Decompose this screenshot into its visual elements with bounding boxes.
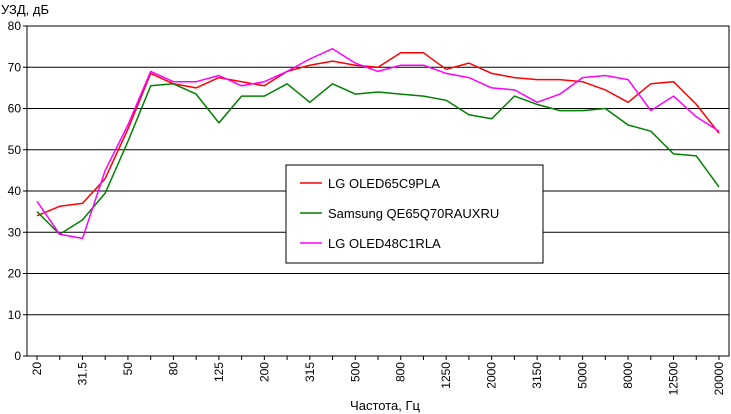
y-tick-label: 50 bbox=[8, 143, 22, 157]
y-tick-label: 80 bbox=[8, 19, 22, 33]
x-tick-label: 3150 bbox=[530, 362, 544, 389]
x-tick-label: 50 bbox=[121, 362, 135, 376]
y-axis-title: УЗД, дБ bbox=[1, 2, 49, 17]
legend-box bbox=[285, 164, 544, 264]
x-tick-label: 31.5 bbox=[75, 362, 89, 386]
x-tick-label: 500 bbox=[348, 362, 362, 382]
x-tick-label: 1250 bbox=[439, 362, 453, 389]
x-tick-label: 5000 bbox=[576, 362, 590, 389]
y-tick-label: 10 bbox=[8, 308, 22, 322]
x-tick-label: 200 bbox=[257, 362, 271, 382]
y-axis-ticks: 0 10 20 30 40 50 60 70 80 bbox=[8, 19, 27, 363]
x-axis-title: Частота, Гц bbox=[350, 398, 420, 413]
y-tick-label: 30 bbox=[8, 225, 22, 239]
x-tick-label: 8000 bbox=[621, 362, 635, 389]
x-tick-label: 80 bbox=[166, 362, 180, 376]
y-tick-label: 70 bbox=[8, 60, 22, 74]
x-tick-label: 2000 bbox=[485, 362, 499, 389]
y-tick-label: 0 bbox=[14, 349, 21, 363]
x-tick-label: 800 bbox=[394, 362, 408, 382]
series-line-2 bbox=[36, 83, 720, 236]
series-lines bbox=[36, 47, 720, 240]
x-tick-label: 20000 bbox=[712, 362, 726, 396]
y-tick-label: 40 bbox=[8, 184, 22, 198]
legend: LG OLED65C9PLA Samsung QE65Q70RAUXRU LG OL… bbox=[285, 164, 544, 264]
x-tick-label: 12500 bbox=[667, 362, 681, 396]
legend-label: LG OLED65C9PLA bbox=[328, 176, 440, 191]
legend-label: LG OLED48C1RLA bbox=[328, 236, 441, 251]
series-line-1 bbox=[36, 52, 720, 217]
x-tick-label: 315 bbox=[303, 362, 317, 382]
gridlines bbox=[27, 66, 729, 316]
y-tick-label: 20 bbox=[8, 267, 22, 281]
legend-label: Samsung QE65Q70RAUXRU bbox=[328, 206, 499, 221]
x-tick-label: 20 bbox=[30, 362, 44, 376]
series-line-3 bbox=[36, 47, 720, 240]
x-axis-ticks: 20 31.5 50 80 125 200 315 500 800 1250 2000 3150 500… bbox=[30, 356, 726, 395]
x-tick-label: 125 bbox=[212, 362, 226, 382]
y-tick-label: 60 bbox=[8, 102, 22, 116]
